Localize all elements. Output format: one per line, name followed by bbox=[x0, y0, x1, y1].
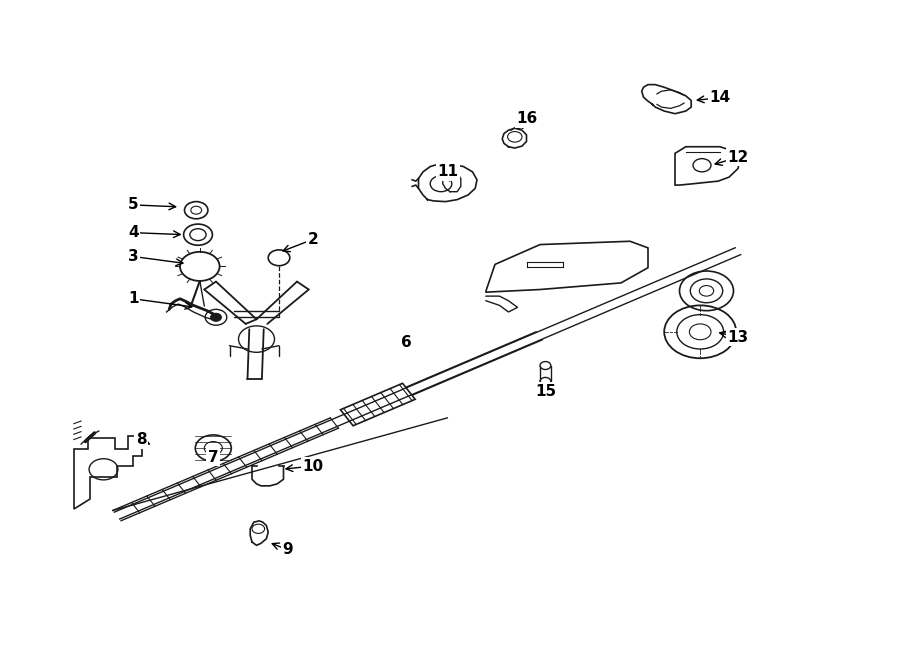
Text: 3: 3 bbox=[128, 249, 139, 264]
Text: 8: 8 bbox=[136, 432, 147, 447]
Text: 9: 9 bbox=[283, 543, 293, 557]
Polygon shape bbox=[486, 241, 648, 292]
Text: 11: 11 bbox=[437, 165, 459, 179]
Text: 6: 6 bbox=[401, 335, 412, 350]
Circle shape bbox=[211, 313, 221, 321]
Text: 16: 16 bbox=[517, 112, 538, 126]
Text: 7: 7 bbox=[208, 450, 219, 465]
Text: 14: 14 bbox=[709, 91, 731, 105]
Text: 2: 2 bbox=[308, 232, 319, 247]
Text: 12: 12 bbox=[727, 150, 749, 165]
Text: 5: 5 bbox=[128, 198, 139, 212]
Polygon shape bbox=[74, 436, 142, 509]
Text: 10: 10 bbox=[302, 459, 324, 473]
Text: 1: 1 bbox=[128, 292, 139, 306]
Polygon shape bbox=[675, 147, 740, 185]
Text: 4: 4 bbox=[128, 225, 139, 240]
Text: 15: 15 bbox=[535, 384, 556, 399]
Polygon shape bbox=[340, 383, 415, 426]
Text: 13: 13 bbox=[727, 330, 749, 344]
